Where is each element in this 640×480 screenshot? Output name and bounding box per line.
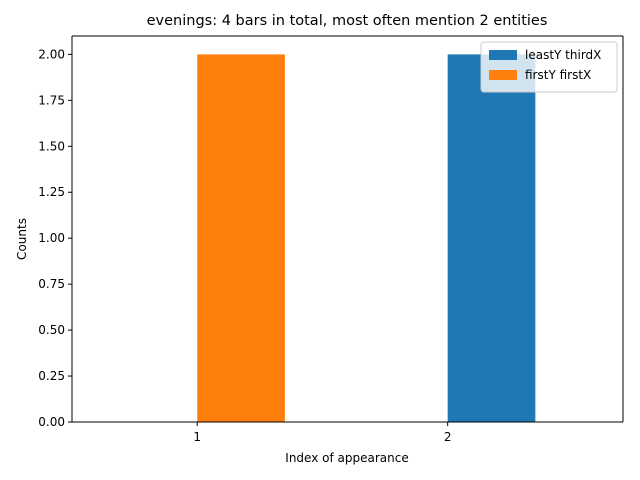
y-tick-label: 1.25 [38,185,65,199]
legend: leastY thirdX firstY firstX [480,41,618,93]
y-tick-label: 1.50 [38,139,65,153]
y-tick-label: 0.25 [38,369,65,383]
legend-swatch [489,50,517,60]
bars-group [197,54,536,422]
y-tick-label: 1.00 [38,231,65,245]
legend-label: firstY firstX [525,68,591,82]
bar-leasty-thirdx-2 [447,54,536,422]
bar-firsty-firstx-1 [197,54,285,422]
axes-group [71,35,624,423]
legend-label: leastY thirdX [525,48,601,62]
x-tick-label: 1 [193,430,201,444]
y-ticks: 0.00 0.25 0.50 0.75 1.00 1.25 1.50 1.75 2.00 [38,47,72,429]
y-tick-label: 1.75 [38,93,65,107]
y-axis-label: Counts [15,218,29,260]
y-tick-label: 0.00 [38,415,65,429]
chart-title: evenings: 4 bars in total, most often me… [147,13,548,29]
x-axis-label: Index of appearance [285,451,408,465]
legend-swatch [489,70,517,80]
y-tick-label: 0.50 [38,323,65,337]
x-tick-label: 2 [444,430,452,444]
y-tick-label: 0.75 [38,277,65,291]
y-tick-label: 2.00 [38,47,65,61]
